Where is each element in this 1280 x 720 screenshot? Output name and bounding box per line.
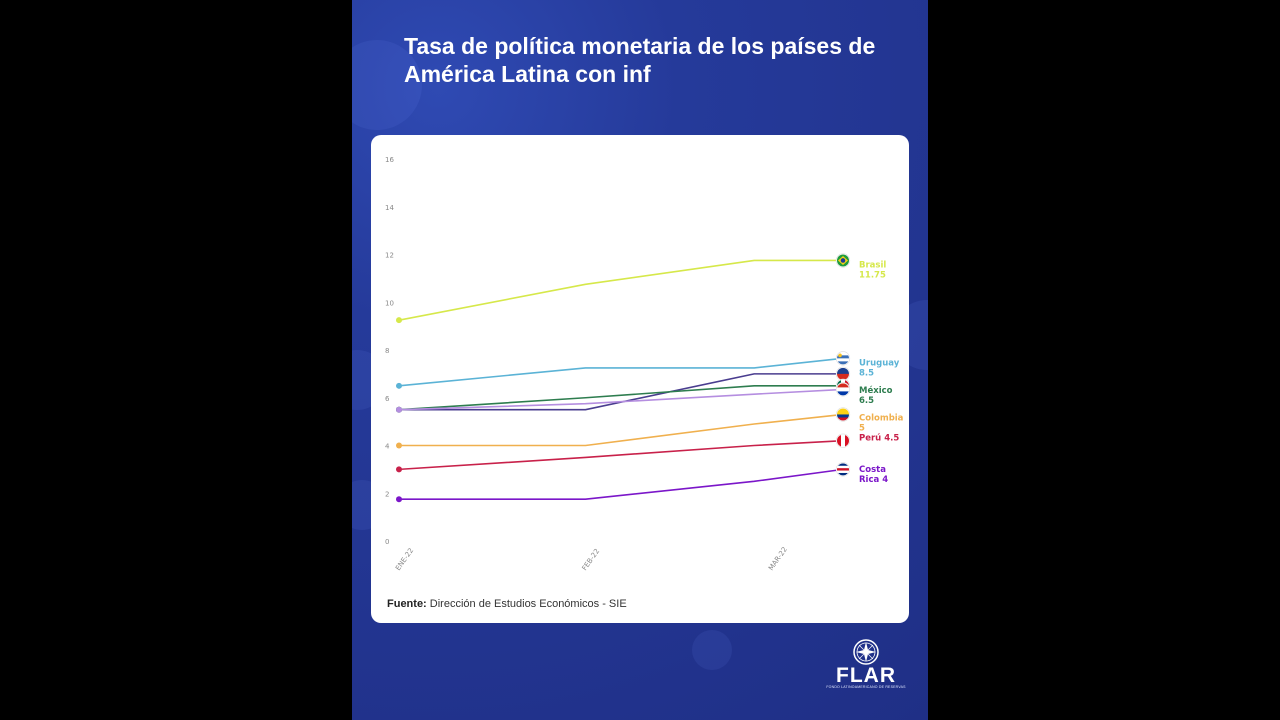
series-end-label-line: México	[859, 385, 893, 396]
chart-card: 0 2 4 6 8 10 12 14 16 ENE-22 FEB-22 MAR-22 Brasil 11.…	[371, 135, 909, 623]
series-end-label: Colombia 5	[859, 413, 904, 433]
series-line-costa-rica	[399, 468, 844, 501]
series-end-label-line: Costa	[859, 465, 886, 475]
series-start-point	[396, 466, 402, 473]
series-end-label: México 6.5	[859, 385, 893, 406]
peru-flag-icon	[835, 433, 851, 448]
source-label: Fuente:	[387, 598, 427, 610]
series-end-label-line: Rica 4	[859, 475, 888, 485]
series-line-méxico	[398, 385, 843, 411]
series-end-label-line: 5	[859, 423, 865, 433]
series-end-label-line: 11.75	[859, 271, 886, 281]
bokeh-decoration	[352, 40, 422, 130]
chart-title: Tasa de política monetaria de los países…	[404, 33, 876, 87]
compass-star-icon	[853, 639, 879, 665]
x-tick-label: MAR-22	[767, 546, 789, 573]
series-start-point	[396, 496, 402, 503]
series-line-paraguay	[398, 388, 844, 411]
series-end-label-line: Perú 4.5	[859, 434, 899, 444]
series-end-label: Perú 4.5	[859, 434, 899, 444]
uruguay-flag-icon	[835, 351, 851, 366]
series-end-label: Costa Rica 4	[859, 465, 888, 485]
logo-subtitle: FONDO LATINOAMERICANO DE RESERVAS	[826, 685, 906, 689]
y-tick-label: 14	[385, 204, 394, 212]
brazil-flag-icon	[835, 253, 851, 268]
flar-logo: FLAR FONDO LATINOAMERICANO DE RESERVAS	[824, 638, 908, 690]
series-start-point	[396, 382, 402, 389]
infographic-panel: Tasa de política monetaria de los países…	[352, 0, 928, 720]
y-tick-label: 4	[385, 443, 390, 451]
series-end-label-line: 8.5	[859, 369, 874, 379]
x-tick-label: FEB-22	[581, 547, 602, 572]
logo-wordmark: FLAR	[836, 664, 896, 687]
y-tick-label: 0	[385, 538, 389, 546]
line-chart: 0 2 4 6 8 10 12 14 16 ENE-22 FEB-22 MAR-22 Brasil 11.…	[385, 156, 904, 573]
series-start-point	[396, 442, 402, 449]
colombia-flag-icon	[835, 407, 851, 422]
series-end-label-line: Colombia	[859, 413, 904, 423]
series-line-perú	[398, 439, 844, 471]
paraguay-flag-icon	[835, 382, 851, 397]
y-tick-label: 8	[385, 347, 389, 355]
y-tick-label: 16	[385, 156, 394, 164]
series-line-colombia	[399, 413, 844, 447]
series-end-label-line: Brasil	[859, 261, 886, 271]
series-end-label: Uruguay 8.5	[859, 359, 900, 379]
y-tick-label: 6	[385, 395, 390, 403]
series-end-label: Brasil 11.75	[859, 261, 886, 281]
chile-flag-icon	[835, 366, 851, 381]
series-line-uruguay	[398, 357, 844, 387]
y-tick-label: 12	[385, 252, 394, 260]
source-text: Dirección de Estudios Económicos - SIE	[429, 598, 627, 610]
y-tick-label: 10	[385, 299, 394, 307]
series-end-label-line: Uruguay	[859, 359, 900, 369]
series-end-label-line: 6.5	[859, 396, 874, 406]
y-tick-label: 2	[385, 490, 389, 498]
bokeh-decoration	[692, 630, 732, 670]
series-line-brasil	[398, 259, 843, 321]
source-note: Fuente: Dirección de Estudios Económicos…	[387, 598, 627, 610]
costa-rica-flag-icon	[835, 462, 851, 477]
series-start-point	[396, 406, 402, 413]
x-tick-label: ENE-22	[394, 547, 415, 572]
series-start-point	[396, 317, 402, 324]
